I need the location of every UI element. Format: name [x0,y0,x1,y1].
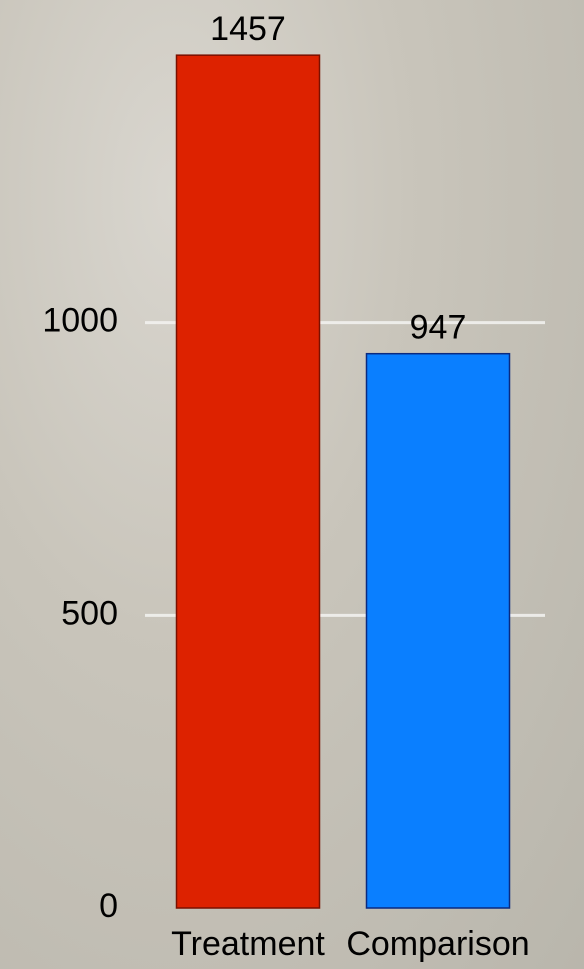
y-tick-label: 500 [61,594,118,632]
chart: 0 500 1000 Treatment 1457 Comparison 947 [0,0,584,969]
bar [177,55,320,908]
y-tick-label: 0 [99,887,118,925]
y-tick-label: 1000 [42,302,118,340]
value-label: 1457 [210,10,286,48]
x-tick-label: Comparison [346,925,529,963]
bar [367,354,510,908]
x-tick-label: Treatment [171,925,325,963]
value-label: 947 [410,309,467,347]
